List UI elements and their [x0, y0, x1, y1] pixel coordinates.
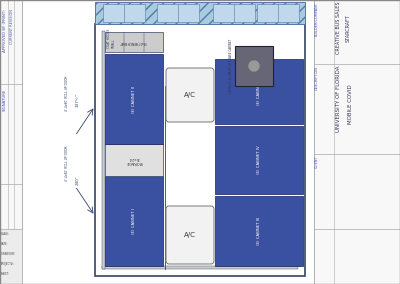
Bar [0, 229, 22, 284]
FancyBboxPatch shape [166, 206, 214, 264]
Bar [105, 32, 163, 52]
Bar [215, 196, 303, 266]
Text: CLIENT: CLIENT [315, 156, 319, 168]
Text: (E) CABINET III: (E) CABINET III [257, 217, 261, 245]
Text: 16X30x71.5x UPLIFT LIFT BASE CABINET: 16X30x71.5x UPLIFT LIFT BASE CABINET [229, 38, 233, 94]
Circle shape [249, 61, 259, 71]
Text: 4'-4x80' ROLL UP DOOR: 4'-4x80' ROLL UP DOOR [65, 76, 69, 111]
Bar [102, 266, 298, 269]
Bar [215, 59, 303, 124]
Text: 240": 240" [76, 175, 80, 185]
Text: CURRENT REVISION: CURRENT REVISION [10, 9, 14, 44]
Text: DATE:: DATE: [1, 242, 8, 246]
Bar [314, 0, 400, 284]
Text: APPROVED BY (PRINT): APPROVED BY (PRINT) [3, 9, 7, 52]
Bar [105, 176, 163, 266]
Text: (E) CABINET I: (E) CABINET I [132, 208, 136, 234]
Bar [105, 144, 163, 176]
Bar [103, 4, 145, 22]
Text: UNIVERSITY OF FLORIDA: UNIVERSITY OF FLORIDA [336, 66, 341, 133]
Text: 4'-4x80' ROLL UP DOOR: 4'-4x80' ROLL UP DOOR [65, 146, 69, 181]
Text: MOBILE COVID: MOBILE COVID [348, 84, 353, 124]
Bar [157, 4, 199, 22]
Text: (E) CABINET V: (E) CABINET V [257, 78, 261, 105]
Text: DESCRIPTION: DESCRIPTION [315, 66, 319, 90]
Text: STORAGE
35x24: STORAGE 35x24 [126, 156, 142, 164]
Text: DRAWN BY:: DRAWN BY: [1, 252, 15, 256]
Bar [22, 0, 314, 284]
Text: COAT HOOKS
SMALL: COAT HOOKS SMALL [107, 29, 116, 48]
Bar [105, 54, 163, 144]
Text: SCALE:: SCALE: [1, 232, 10, 236]
Bar [235, 46, 273, 86]
Text: (E) CABINET IV: (E) CABINET IV [257, 146, 261, 174]
Bar [215, 126, 303, 194]
Text: 337½": 337½" [76, 93, 80, 107]
Bar [213, 4, 255, 22]
Text: (E) CABINET II: (E) CABINET II [132, 85, 136, 112]
Text: SHEET:: SHEET: [1, 272, 10, 276]
Text: CREATIVE BUS SALES: CREATIVE BUS SALES [336, 2, 341, 55]
Text: A/C: A/C [184, 92, 196, 98]
FancyBboxPatch shape [166, 68, 214, 122]
Text: BUILDER/COMPANY: BUILDER/COMPANY [315, 2, 319, 36]
Text: STARCRAFT: STARCRAFT [346, 14, 351, 42]
Text: SIGNATURE: SIGNATURE [3, 89, 7, 111]
Text: A/C: A/C [184, 232, 196, 238]
Bar [0, 0, 22, 284]
Text: 35x17 BENCH SEAT: 35x17 BENCH SEAT [121, 40, 147, 44]
Bar [257, 4, 299, 22]
Bar [102, 31, 105, 269]
Bar [95, 2, 305, 24]
Text: PROJECT#:: PROJECT#: [1, 262, 15, 266]
Bar [95, 24, 305, 276]
